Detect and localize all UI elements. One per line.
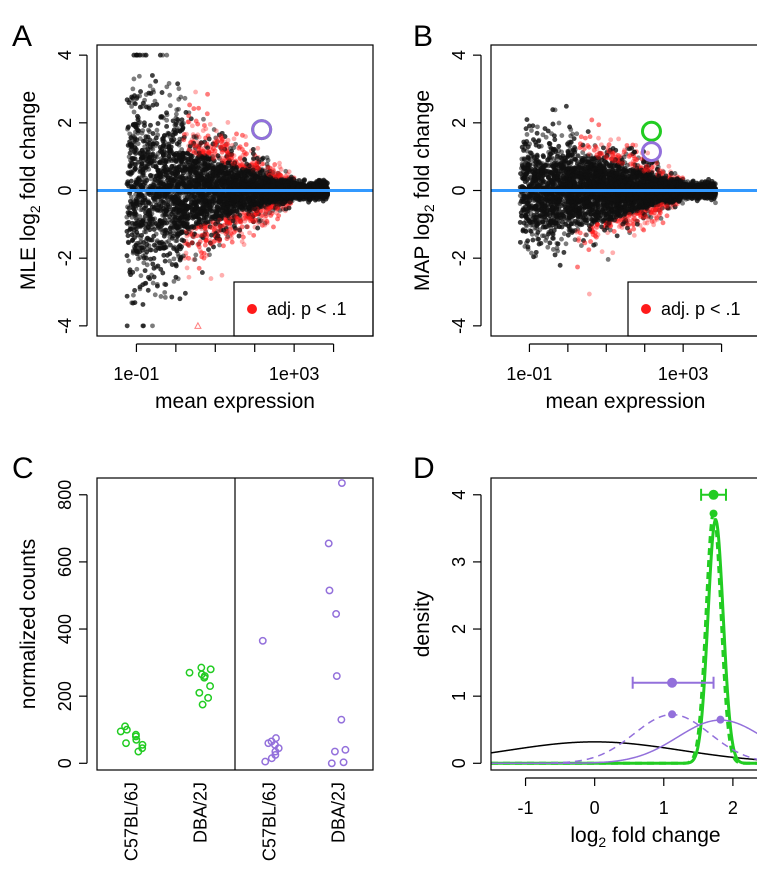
point (126, 258, 131, 264)
point (164, 84, 170, 90)
significant-point (231, 136, 237, 142)
significant-point (240, 152, 246, 158)
significant-point (259, 222, 265, 228)
point (174, 107, 180, 113)
point (139, 130, 145, 136)
point (158, 294, 164, 299)
significant-point (286, 169, 292, 175)
point (207, 252, 212, 258)
significant-point (219, 272, 225, 278)
point (142, 97, 148, 103)
significant-point (186, 274, 192, 280)
point (167, 258, 172, 264)
clipped-point (194, 321, 202, 329)
point (148, 173, 153, 178)
point (167, 103, 173, 109)
point (178, 94, 184, 100)
point (162, 294, 168, 300)
point (223, 141, 229, 147)
significant-point (243, 142, 249, 147)
point (131, 109, 137, 115)
point (263, 211, 268, 217)
point (167, 92, 173, 98)
point (152, 292, 158, 298)
point (166, 81, 172, 86)
significant-point (264, 219, 270, 224)
significant-point (255, 145, 261, 151)
panel-letter: A (12, 20, 32, 53)
point (164, 117, 170, 123)
significant-point (194, 233, 200, 239)
point (262, 220, 268, 226)
point (129, 103, 135, 109)
significant-point (242, 152, 248, 158)
point (182, 95, 188, 101)
point (154, 127, 160, 133)
point (141, 260, 147, 266)
point (171, 278, 177, 284)
point (131, 292, 136, 298)
significant-point (207, 121, 213, 127)
point (135, 256, 141, 262)
significant-point (224, 236, 230, 242)
significant-point (250, 160, 256, 166)
significant-point (191, 106, 197, 112)
point (201, 116, 206, 122)
significant-point (278, 167, 284, 172)
point (176, 86, 182, 92)
significant-point (208, 276, 214, 281)
point (147, 83, 153, 89)
significant-point (239, 239, 245, 244)
significant-point (240, 132, 245, 138)
point (162, 290, 168, 295)
significant-point (196, 265, 202, 271)
significant-point (229, 231, 235, 237)
point (131, 76, 137, 82)
significant-point (213, 128, 219, 134)
point (137, 93, 143, 99)
significant-point (271, 224, 276, 230)
significant-point (193, 89, 198, 95)
point (192, 257, 198, 262)
significant-point (184, 265, 190, 271)
point (163, 282, 169, 287)
point (130, 86, 136, 92)
point (150, 261, 156, 267)
significant-point (242, 218, 248, 224)
point (138, 273, 144, 279)
point (171, 256, 177, 262)
point (134, 266, 140, 272)
significant-point (195, 132, 201, 138)
point (237, 216, 243, 222)
point (128, 194, 134, 200)
significant-point (274, 210, 279, 216)
point (150, 323, 155, 329)
point (164, 52, 170, 58)
significant-point (204, 237, 209, 243)
significant-point (277, 164, 283, 170)
point (193, 252, 199, 258)
significant-point (200, 128, 206, 133)
point (136, 73, 142, 79)
point (169, 294, 175, 300)
significant-point (247, 230, 252, 236)
point (150, 280, 156, 286)
significant-point (237, 155, 243, 160)
significant-point (225, 120, 231, 125)
significant-point (189, 123, 195, 129)
